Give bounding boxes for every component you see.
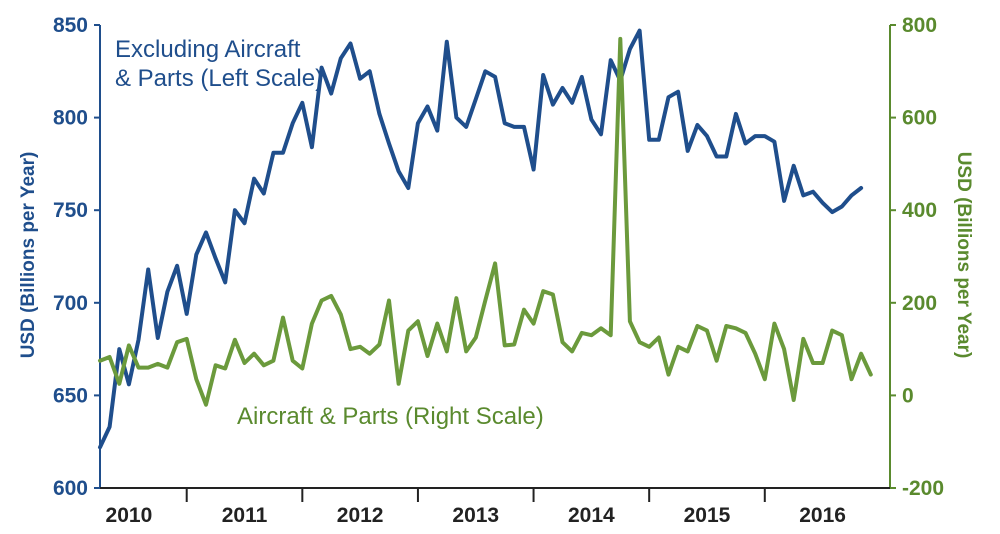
left-tick-label: 800 xyxy=(53,107,88,130)
left-axis-title: USD (Billions per Year) xyxy=(18,152,39,359)
left-tick-label: 600 xyxy=(53,477,88,500)
x-tick-label: 2013 xyxy=(452,504,499,527)
x-tick-label: 2014 xyxy=(568,504,615,527)
right-tick-label: 800 xyxy=(902,14,937,37)
x-tick-label: 2015 xyxy=(684,504,731,527)
series-layer xyxy=(98,28,873,450)
right-tick-label: 200 xyxy=(902,292,937,315)
left-tick-label: 850 xyxy=(53,14,88,37)
right-tick-label: 600 xyxy=(902,107,937,130)
x-tick-label: 2011 xyxy=(222,504,268,527)
series-line-aircraft-parts xyxy=(98,36,873,407)
x-tick-label: 2010 xyxy=(106,504,153,527)
annotation-excluding-aircraft-line2: & Parts (Left Scale) xyxy=(115,65,323,92)
x-tick-label: 2012 xyxy=(337,504,384,527)
label-layer: Excluding Aircraft & Parts (Left Scale) … xyxy=(18,14,974,527)
series-line-excluding-aircraft xyxy=(98,28,864,450)
right-tick-label: 0 xyxy=(902,384,914,407)
left-tick-label: 700 xyxy=(53,292,88,315)
annotation-aircraft-parts: Aircraft & Parts (Right Scale) xyxy=(237,403,544,430)
right-tick-label: 400 xyxy=(902,199,937,222)
left-tick-label: 650 xyxy=(53,384,88,407)
axis-layer xyxy=(94,24,896,502)
x-tick-label: 2016 xyxy=(799,504,846,527)
left-tick-label: 750 xyxy=(53,199,88,222)
right-axis-title: USD (Billions per Year) xyxy=(953,152,974,359)
right-tick-label: -200 xyxy=(902,477,944,500)
annotation-excluding-aircraft-line1: Excluding Aircraft xyxy=(115,36,301,63)
